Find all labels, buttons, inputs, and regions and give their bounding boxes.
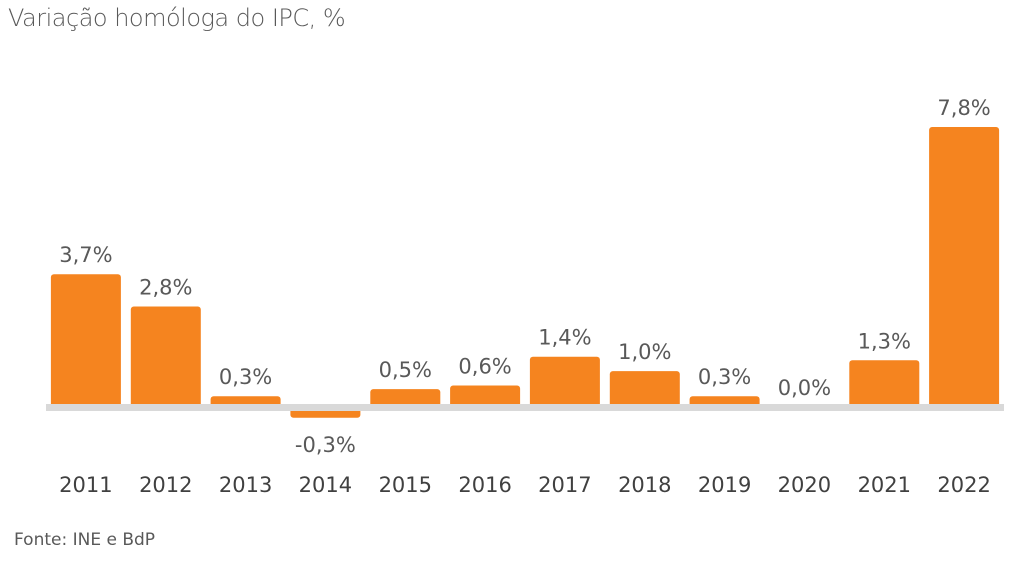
category-label-2018: 2018 bbox=[618, 473, 671, 497]
value-label-2019: 0,3% bbox=[698, 365, 751, 389]
bar-2012 bbox=[130, 306, 201, 407]
bar-2011 bbox=[50, 274, 121, 407]
bar-2016 bbox=[450, 385, 521, 407]
category-label-2011: 2011 bbox=[59, 473, 112, 497]
category-label-2015: 2015 bbox=[379, 473, 432, 497]
category-label-2022: 2022 bbox=[937, 473, 990, 497]
bar-2021 bbox=[849, 360, 920, 407]
bar-2015 bbox=[370, 389, 441, 407]
value-label-2021: 1,3% bbox=[858, 329, 911, 353]
category-labels-group: 2011 2012 2013 2014 2015 2016 2017 2018 2019 2020… bbox=[59, 473, 991, 497]
value-label-2011: 3,7% bbox=[59, 243, 112, 267]
category-label-2021: 2021 bbox=[858, 473, 911, 497]
category-label-2017: 2017 bbox=[538, 473, 591, 497]
value-label-2014: -0,3% bbox=[295, 433, 356, 457]
value-label-2018: 1,0% bbox=[618, 340, 671, 364]
category-label-2019: 2019 bbox=[698, 473, 751, 497]
chart-title: Variação homóloga do IPC, % bbox=[8, 4, 346, 32]
category-label-2016: 2016 bbox=[458, 473, 511, 497]
bar-2018 bbox=[609, 371, 680, 407]
value-label-2016: 0,6% bbox=[458, 355, 511, 379]
category-label-2013: 2013 bbox=[219, 473, 272, 497]
value-label-2015: 0,5% bbox=[379, 358, 432, 382]
value-label-2017: 1,4% bbox=[538, 326, 591, 350]
value-label-2020: 0,0% bbox=[778, 376, 831, 400]
value-label-2022: 7,8% bbox=[937, 96, 990, 120]
value-label-2012: 2,8% bbox=[139, 276, 192, 300]
category-label-2020: 2020 bbox=[778, 473, 831, 497]
source-note: Fonte: INE e BdP bbox=[14, 530, 156, 550]
category-label-2014: 2014 bbox=[299, 473, 352, 497]
value-label-2013: 0,3% bbox=[219, 365, 272, 389]
bars-group bbox=[50, 127, 1000, 418]
bar-2022 bbox=[929, 127, 1000, 407]
value-labels-group: 3,7% 2,8% 0,3% -0,3% 0,5% 0,6% 1,4% 1,0% 0,3% 0,0… bbox=[59, 96, 991, 457]
bar-2017 bbox=[529, 356, 600, 407]
category-label-2012: 2012 bbox=[139, 473, 192, 497]
zero-baseline bbox=[46, 404, 1004, 411]
